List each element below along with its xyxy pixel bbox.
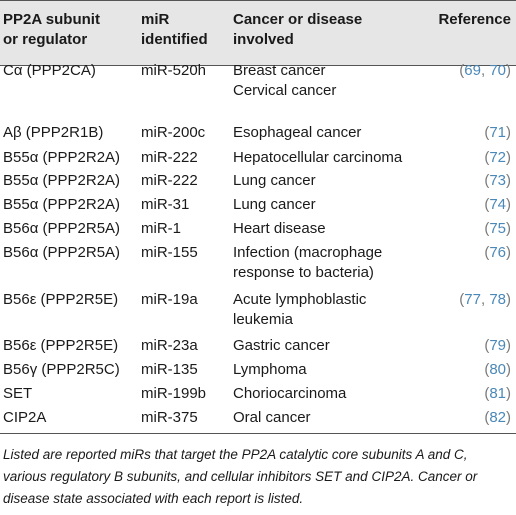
disease-cell: Lung cancer — [233, 172, 316, 189]
mir-cell: miR-1 — [141, 220, 181, 237]
header-rule — [0, 65, 516, 66]
header-mir: miR identified — [141, 11, 208, 48]
disease-cell: Lung cancer — [233, 196, 316, 213]
disease-cell: Acute lymphoblastic leukemia — [233, 291, 367, 328]
mir-cell: miR-200c — [141, 124, 206, 141]
subunit-cell: B55α (PPP2R2A) — [3, 149, 121, 166]
reference-link[interactable]: 74 — [489, 196, 506, 213]
mir-cell: miR-222 — [141, 172, 198, 189]
reference-cell: (76) — [484, 244, 511, 261]
disease-cell: Hepatocellular carcinoma — [233, 149, 403, 166]
disease-cell: Breast cancer Cervical cancer — [233, 62, 337, 99]
reference-cell: (71) — [484, 124, 511, 141]
reference-cell: (79) — [484, 337, 511, 354]
subunit-cell: B56α (PPP2R5A) — [3, 220, 121, 237]
mir-cell: miR-135 — [141, 361, 198, 378]
disease-cell: Lymphoma — [233, 361, 307, 378]
disease-cell: Oral cancer — [233, 409, 311, 426]
reference-link[interactable]: 72 — [489, 149, 506, 166]
reference-cell: (75) — [484, 220, 511, 237]
reference-link[interactable]: 77 — [464, 291, 481, 308]
subunit-cell: B55α (PPP2R2A) — [3, 172, 121, 189]
mir-cell: miR-222 — [141, 149, 198, 166]
subunit-cell: CIP2A — [3, 409, 47, 426]
reference-link[interactable]: 75 — [489, 220, 506, 237]
subunit-cell: B56γ (PPP2R5C) — [3, 361, 120, 378]
subunit-cell: B56ε (PPP2R5E) — [3, 291, 119, 308]
reference-link[interactable]: 76 — [489, 244, 506, 261]
reference-link[interactable]: 78 — [489, 291, 506, 308]
subunit-cell: SET — [3, 385, 33, 402]
reference-link[interactable]: 70 — [489, 62, 506, 79]
disease-cell: Infection (macrophage response to bacter… — [233, 244, 383, 281]
disease-cell: Heart disease — [233, 220, 326, 237]
subunit-cell: Cα (PPP2CA) — [3, 62, 96, 79]
reference-link[interactable]: 71 — [489, 124, 506, 141]
reference-link[interactable]: 81 — [489, 385, 506, 402]
table-caption: Listed are reported miRs that target the… — [3, 447, 478, 506]
reference-link[interactable]: 80 — [489, 361, 506, 378]
mir-cell: miR-23a — [141, 337, 198, 354]
mir-cell: miR-375 — [141, 409, 198, 426]
bottom-rule — [0, 433, 516, 434]
subunit-cell: Aβ (PPP2R1B) — [3, 124, 104, 141]
mir-cell: miR-520h — [141, 62, 207, 79]
disease-cell: Gastric cancer — [233, 337, 330, 354]
reference-cell: (82) — [484, 409, 511, 426]
mir-cell: miR-199b — [141, 385, 207, 402]
mir-cell: miR-155 — [141, 244, 198, 261]
top-rule — [0, 0, 516, 1]
subunit-cell: B55α (PPP2R2A) — [3, 196, 121, 213]
reference-cell: (69, 70) — [459, 62, 511, 79]
reference-cell: (77, 78) — [459, 291, 511, 308]
header-disease: Cancer or disease involved — [233, 11, 363, 48]
reference-link[interactable]: 69 — [464, 62, 481, 79]
header-subunit: PP2A subunit or regulator — [3, 11, 100, 48]
mir-cell: miR-19a — [141, 291, 198, 308]
subunit-cell: B56ε (PPP2R5E) — [3, 337, 119, 354]
table-header — [0, 0, 516, 65]
disease-cell: Choriocarcinoma — [233, 385, 347, 402]
reference-cell: (81) — [484, 385, 511, 402]
reference-cell: (74) — [484, 196, 511, 213]
reference-link[interactable]: 82 — [489, 409, 506, 426]
reference-link[interactable]: 73 — [489, 172, 506, 189]
reference-cell: (73) — [484, 172, 511, 189]
mir-cell: miR-31 — [141, 196, 190, 213]
reference-cell: (80) — [484, 361, 511, 378]
header-reference: Reference — [438, 11, 511, 28]
subunit-cell: B56α (PPP2R5A) — [3, 244, 121, 261]
reference-link[interactable]: 79 — [489, 337, 506, 354]
reference-cell: (72) — [484, 149, 511, 166]
disease-cell: Esophageal cancer — [233, 124, 362, 141]
